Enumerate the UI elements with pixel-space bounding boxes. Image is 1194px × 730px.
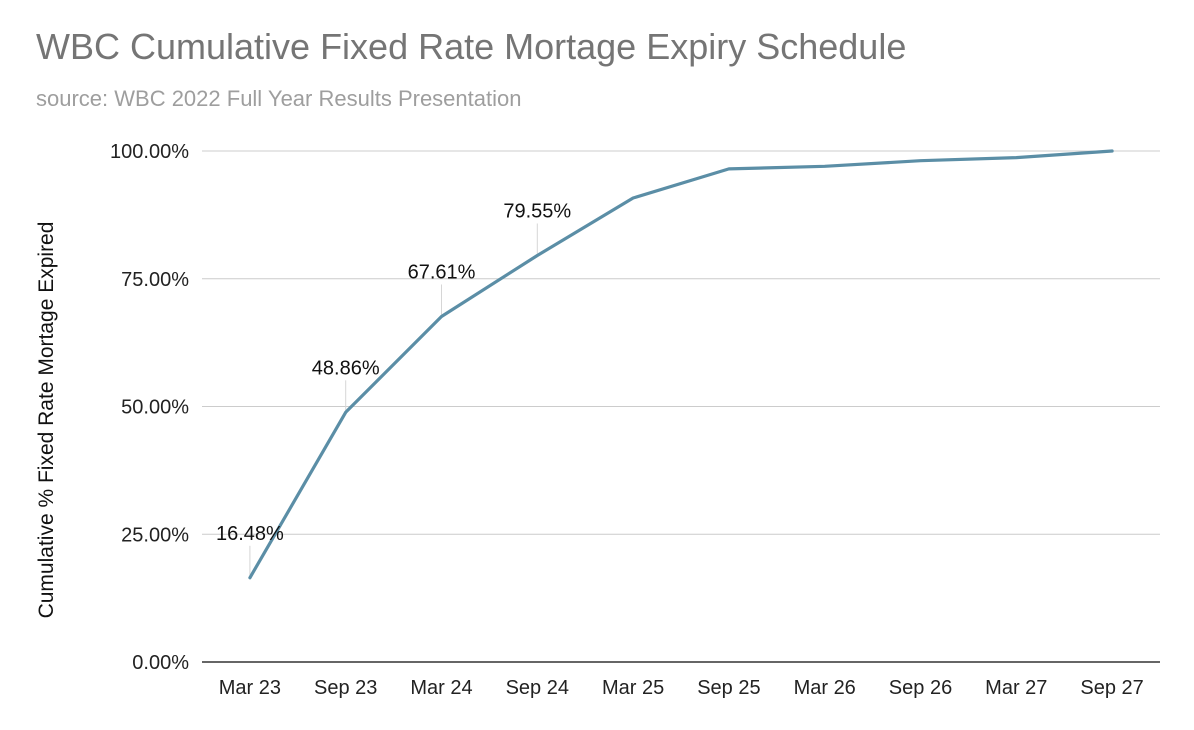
chart-subtitle: source: WBC 2022 Full Year Results Prese… — [36, 86, 522, 111]
x-axis-ticks: Mar 23 Sep 23 Mar 24 Sep 24 Mar 25 Sep 25 Mar … — [219, 677, 1144, 699]
data-label-leaders — [249, 223, 538, 576]
chart-title: WBC Cumulative Fixed Rate Mortage Expiry… — [36, 26, 907, 67]
y-tick-label: 0.00% — [132, 652, 189, 674]
series-line — [248, 149, 1114, 580]
y-axis-label: Cumulative % Fixed Rate Mortage Expired — [35, 222, 58, 619]
x-tick-label: Mar 27 — [985, 677, 1047, 699]
data-label: 48.86% — [312, 357, 380, 379]
data-label: 67.61% — [408, 262, 476, 284]
series-group — [248, 149, 1114, 580]
x-tick-label: Mar 25 — [602, 677, 664, 699]
data-label: 79.55% — [503, 200, 571, 222]
x-tick-label: Mar 26 — [794, 677, 856, 699]
gridlines — [202, 150, 1160, 663]
y-tick-label: 25.00% — [121, 524, 189, 546]
data-label: 16.48% — [216, 523, 284, 545]
y-axis-ticks: 0.00% 25.00% 50.00% 75.00% 100.00% — [110, 141, 189, 674]
x-tick-label: Sep 25 — [697, 677, 760, 699]
x-tick-label: Sep 26 — [889, 677, 952, 699]
y-tick-label: 75.00% — [121, 269, 189, 291]
y-tick-label: 100.00% — [110, 141, 189, 163]
y-tick-label: 50.00% — [121, 397, 189, 419]
x-tick-label: Mar 23 — [219, 677, 281, 699]
x-tick-label: Sep 23 — [314, 677, 377, 699]
x-tick-label: Sep 24 — [506, 677, 569, 699]
x-tick-label: Sep 27 — [1080, 677, 1143, 699]
x-tick-label: Mar 24 — [410, 677, 472, 699]
data-labels: 16.48% 48.86% 67.61% 79.55% — [216, 200, 571, 544]
